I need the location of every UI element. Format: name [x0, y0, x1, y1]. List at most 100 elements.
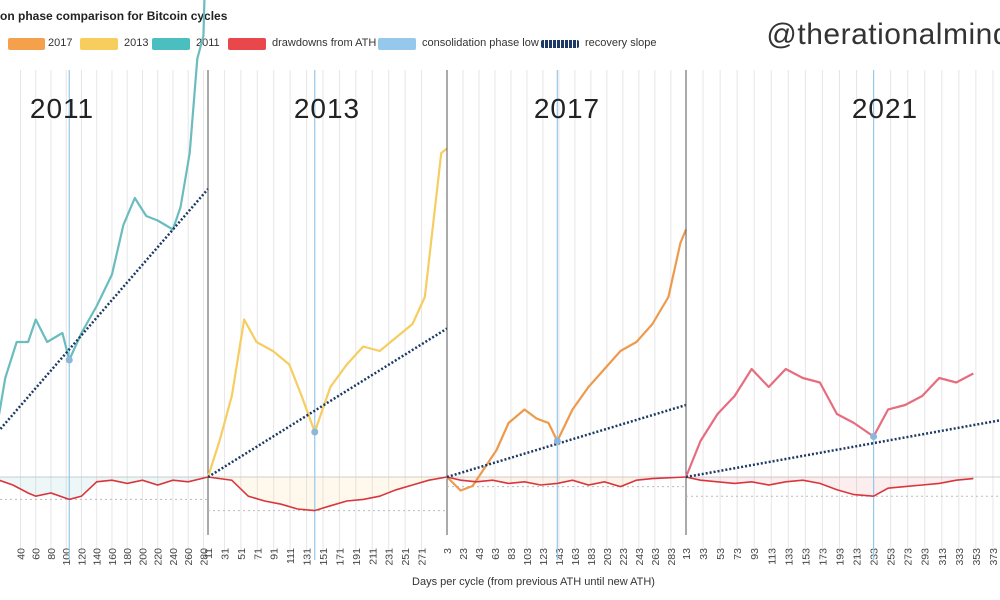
growth-line-2021 [684, 367, 974, 478]
x-tick-label: 231 [384, 548, 396, 566]
x-tick-label: 163 [570, 548, 582, 566]
recovery-slope-2011 [0, 188, 209, 432]
x-tick-label: 11 [203, 548, 215, 559]
x-tick-label: 313 [937, 548, 949, 566]
x-tick-label: 73 [732, 548, 744, 560]
x-tick-label: 271 [417, 548, 429, 566]
legend-label-drawdowns: drawdowns from ATH [272, 37, 377, 49]
x-tick-label: 233 [869, 548, 881, 566]
author-handle: @therationalmind [766, 18, 1000, 51]
x-tick-label: 43 [474, 548, 486, 560]
x-tick-label: 151 [318, 548, 330, 566]
x-tick-label: 273 [903, 548, 915, 566]
x-tick-label: 120 [76, 548, 88, 566]
x-tick-label: 80 [46, 548, 58, 560]
consolidation-low-marker [553, 437, 561, 445]
x-tick-label: 213 [852, 548, 864, 566]
x-tick-label: 31 [219, 548, 231, 560]
drawdown-line-2021 [685, 476, 974, 498]
x-tick-label: 183 [586, 548, 598, 566]
x-tick-label: 193 [834, 548, 846, 566]
x-tick-label: 180 [122, 548, 134, 566]
drawdown-area [0, 477, 208, 500]
x-tick-label: 53 [715, 548, 727, 560]
x-tick-label: 13 [681, 548, 693, 560]
legend-swatch-recovery-slope [541, 40, 579, 48]
cycle-label-2017: 2017 [534, 93, 600, 124]
consolidation-low-marker [870, 433, 878, 440]
cycle-label-2011: 2011 [30, 93, 94, 124]
x-tick-label: 23 [458, 548, 470, 560]
x-tick-label: 71 [252, 548, 264, 560]
drawdown-line-2017 [446, 476, 687, 488]
recovery-slope-2017 [446, 403, 687, 479]
legend-swatch-2017 [8, 38, 45, 50]
consolidation-low-marker [65, 356, 73, 364]
drawdown-line-2013 [207, 476, 448, 512]
x-tick-label: 220 [153, 548, 165, 566]
growth-line-2017 [446, 229, 688, 492]
cycle-label-2021: 2021 [852, 93, 918, 124]
x-tick-label: 251 [400, 548, 412, 566]
x-tick-label: 353 [971, 548, 983, 566]
x-tick-label: 143 [554, 548, 566, 566]
panel-2021: 13 33 53 73 93 113 133 153 173 193 213 233 253 273 293… [681, 70, 1000, 566]
x-tick-label: 133 [783, 548, 795, 566]
panel-2013: 11 31 51 71 91 111 131 151 171 191 211 231 251 271 201… [203, 70, 448, 566]
x-tick-label: 283 [666, 548, 678, 566]
drawdown-line-2011 [0, 476, 209, 501]
recovery-slope-2013 [207, 327, 448, 479]
x-tick-label: 240 [168, 548, 180, 566]
legend-label-recovery-slope: recovery slope [585, 37, 657, 49]
legend-swatch-2011 [152, 38, 190, 50]
x-tick-label: 260 [183, 548, 195, 566]
x-tick-label: 160 [107, 548, 119, 566]
x-tick-label: 243 [634, 548, 646, 566]
cycle-label-2013: 2013 [294, 93, 360, 124]
x-tick-label: 111 [285, 548, 297, 564]
x-tick-label: 51 [236, 548, 248, 560]
x-tick-label: 140 [92, 548, 104, 566]
x-tick-label: 173 [817, 548, 829, 566]
x-tick-label: 211 [367, 548, 379, 565]
chart-title: on phase comparison for Bitcoin cycles [0, 9, 228, 23]
drawdown-area [208, 477, 447, 511]
consolidation-low-marker [311, 428, 319, 436]
x-axis-label: Days per cycle (from previous ATH until … [412, 576, 655, 588]
legend-label-2017: 2017 [48, 37, 73, 49]
legend-label-2013: 2013 [124, 37, 149, 49]
x-tick-label: 3 [442, 548, 454, 554]
x-tick-label: 171 [334, 548, 346, 566]
x-tick-label: 40 [15, 548, 27, 560]
x-tick-label: 373 [988, 548, 1000, 566]
growth-line-2011 [0, 0, 206, 416]
x-tick-label: 91 [269, 548, 281, 560]
x-tick-label: 131 [302, 548, 314, 566]
legend-label-consolidation: consolidation phase low [422, 37, 539, 49]
x-tick-label: 113 [766, 548, 778, 565]
x-tick-label: 93 [749, 548, 761, 560]
x-tick-label: 103 [522, 548, 534, 566]
x-tick-label: 333 [954, 548, 966, 566]
x-tick-label: 253 [886, 548, 898, 566]
x-tick-label: 263 [650, 548, 662, 566]
legend-swatch-drawdowns [228, 38, 266, 50]
legend-swatch-2013 [80, 38, 118, 50]
x-tick-label: 293 [920, 548, 932, 566]
x-tick-label: 200 [137, 548, 149, 566]
legend-swatch-consolidation [378, 38, 416, 50]
x-tick-label: 83 [506, 548, 518, 560]
x-tick-label: 203 [602, 548, 614, 566]
recovery-slope-2021 [685, 419, 1000, 479]
x-tick-label: 63 [490, 548, 502, 560]
growth-line-2013 [206, 147, 448, 478]
x-tick-label: 280 [198, 548, 210, 566]
x-tick-label: 191 [351, 548, 363, 566]
panel-2011: 40 60 80 100 120 140 160 180 200 220 240 260 280 2011 [0, 0, 210, 566]
panel-2017: 3 23 43 63 83 103 123 143 163 183 203 223 243 263 283 2… [442, 70, 688, 566]
x-tick-label: 223 [618, 548, 630, 566]
x-tick-label: 100 [61, 548, 73, 566]
x-tick-label: 60 [31, 548, 43, 560]
x-tick-label: 123 [538, 548, 550, 566]
